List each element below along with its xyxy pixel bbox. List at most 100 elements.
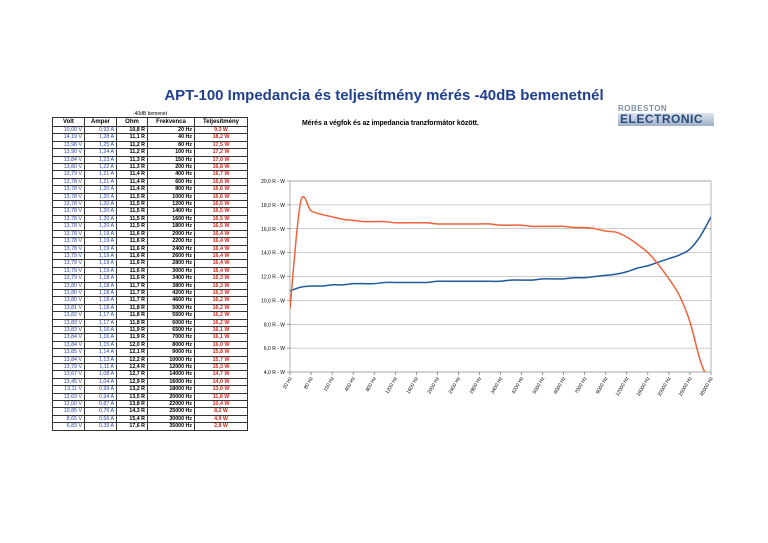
y-tick-label: 4,0 R - W xyxy=(264,370,285,376)
cell-power: 17,2 W xyxy=(194,148,248,157)
table-row: 13,80 V 1,18 A 11,7 R 4600 Hz 16,2 W xyxy=(52,296,248,305)
chart-title: Mérés a végfok és az impedancia tranzfor… xyxy=(302,120,479,127)
cell-power: 16,7 W xyxy=(194,170,248,179)
x-tick-label: 3400 Hz xyxy=(490,376,505,396)
cell-power: 16,5 W xyxy=(194,207,248,216)
table-row: 13,83 V 1,16 A 11,9 R 6500 Hz 16,1 W xyxy=(52,325,248,335)
measurement-table: Volt Amper Ohm Frekvenca Teljesítmény 10,00 … xyxy=(52,117,248,431)
cell-power: 11,8 W xyxy=(194,392,248,402)
cell-power: 15,3 W xyxy=(194,362,248,372)
cell-power: 15,7 W xyxy=(194,355,248,365)
table-row: 13,81 V 1,18 A 11,8 R 5000 Hz 16,2 W xyxy=(52,303,248,313)
x-tick-label: 150 Hz xyxy=(323,376,336,393)
table-row: 13,45 V 1,04 A 12,9 R 16000 Hz 14,0 W xyxy=(52,377,248,387)
table-row: 13,78 V 1,19 A 11,6 R 2400 Hz 16,4 W xyxy=(52,244,248,253)
x-tick-label: 35000 Hz xyxy=(699,376,715,398)
cell-power: 18,2 W xyxy=(194,133,248,142)
table-row: 13,79 V 1,21 A 11,4 R 400 Hz 16,7 W xyxy=(52,170,248,179)
cell-power: 16,1 W xyxy=(194,333,248,342)
x-tick-label: 2800 Hz xyxy=(469,376,484,396)
y-tick-label: 10,0 R - W xyxy=(261,298,285,304)
table-caption: -40dB bemenet xyxy=(132,111,168,117)
cell-power: 16,4 W xyxy=(194,237,248,246)
table-row: 13,84 V 1,15 A 12,0 R 8000 Hz 16,0 W xyxy=(52,340,248,350)
table-row: 13,78 V 1,20 A 11,4 R 800 Hz 16,6 W xyxy=(52,185,248,194)
cell-power: 16,6 W xyxy=(194,177,248,187)
cell-power: 16,3 W xyxy=(194,288,248,298)
y-tick-label: 6,0 R - W xyxy=(264,346,285,352)
cell-power: 16,2 W xyxy=(194,311,248,320)
cell-power: 16,4 W xyxy=(194,259,248,268)
cell-power: 16,5 W xyxy=(194,214,248,224)
table-row: 13,80 V 1,18 A 11,7 R 4200 Hz 16,3 W xyxy=(52,288,248,298)
table-row: 13,79 V 1,18 A 11,6 R 3400 Hz 16,3 W xyxy=(52,274,248,283)
table-row: 13,79 V 1,19 A 11,6 R 2800 Hz 16,4 W xyxy=(52,259,248,268)
table-row: 13,67 V 1,08 A 12,7 R 14000 Hz 14,7 W xyxy=(52,370,248,379)
table-row: 13,82 V 1,17 A 11,8 R 5500 Hz 16,2 W xyxy=(52,311,248,320)
cell-power: 13,0 W xyxy=(194,385,248,394)
table-body: 10,00 V 0,93 A 10,8 R 20 Hz 9,3 W 14,19 V 1,28… xyxy=(52,125,248,431)
x-tick-label: 20 Hz xyxy=(282,376,294,391)
table-row: 13,79 V 1,11 A 12,4 R 12000 Hz 15,3 W xyxy=(52,362,248,372)
table-row: 13,90 V 1,24 A 11,2 R 100 Hz 17,2 W xyxy=(52,148,248,157)
table-row: 13,78 V 1,19 A 11,6 R 2000 Hz 16,4 W xyxy=(52,229,248,239)
cell-power: 16,3 W xyxy=(194,274,248,283)
brand-logo: ROBESTON ELECTRONIC xyxy=(618,104,714,128)
cell-power: 16,4 W xyxy=(194,244,248,253)
series-line-1 xyxy=(290,216,711,292)
table-row: 13,84 V 1,13 A 12,2 R 10000 Hz 15,7 W xyxy=(52,355,248,365)
y-tick-label: 20,0 R - W xyxy=(261,179,285,185)
cell-power: 17,5 W xyxy=(194,140,248,150)
table-row: 10,85 V 0,76 A 14,3 R 25000 Hz 8,2 W xyxy=(52,407,248,416)
x-tick-label: 20000 Hz xyxy=(657,376,673,398)
x-tick-label: 4200 Hz xyxy=(511,376,526,396)
x-tick-label: 9000 Hz xyxy=(595,376,610,396)
y-tick-label: 14,0 R - W xyxy=(261,251,285,257)
x-tick-label: 2000 Hz xyxy=(427,376,442,396)
table-row: 8,65 V 0,56 A 15,4 R 30000 Hz 4,9 W xyxy=(52,414,248,424)
cell-power: 16,6 W xyxy=(194,185,248,194)
table-row: 6,83 V 0,39 A 17,6 R 35000 Hz 2,8 W xyxy=(52,422,248,431)
cell-power: 10,4 W xyxy=(194,400,248,409)
cell-power: 16,0 W xyxy=(194,340,248,350)
cell-power: 16,2 W xyxy=(194,296,248,305)
table-row: 13,84 V 1,16 A 11,9 R 7000 Hz 16,1 W xyxy=(52,333,248,342)
table-row: 13,79 V 1,19 A 11,6 R 3000 Hz 16,4 W xyxy=(52,266,248,276)
x-tick-label: 7000 Hz xyxy=(574,376,589,396)
x-tick-label: 1200 Hz xyxy=(384,376,399,396)
cell-power: 16,3 W xyxy=(194,281,248,290)
cell-power: 16,4 W xyxy=(194,229,248,239)
table-row: 13,80 V 1,18 A 11,7 R 3800 Hz 16,3 W xyxy=(52,281,248,290)
table-row: 13,84 V 1,23 A 11,3 R 150 Hz 17,0 W xyxy=(52,155,248,165)
page-title: APT-100 Impedancia és teljesítmény mérés… xyxy=(164,87,604,104)
cell-power: 16,8 W xyxy=(194,163,248,172)
table-row: 12,63 V 0,94 A 13,5 R 20000 Hz 11,8 W xyxy=(52,392,248,402)
cell-power: 8,2 W xyxy=(194,407,248,416)
y-tick-label: 12,0 R - W xyxy=(261,275,285,281)
table-row: 13,78 V 1,19 A 11,6 R 2200 Hz 16,4 W xyxy=(52,237,248,246)
table-row: 13,98 V 1,25 A 11,2 R 80 Hz 17,5 W xyxy=(52,140,248,150)
y-tick-label: 18,0 R - W xyxy=(261,203,285,209)
cell-power: 2,8 W xyxy=(194,422,248,431)
table-row: 13,78 V 1,21 A 11,4 R 600 Hz 16,6 W xyxy=(52,177,248,187)
cell-power: 14,0 W xyxy=(194,377,248,387)
series-line-2 xyxy=(290,195,706,372)
x-tick-label: 5000 Hz xyxy=(532,376,547,396)
table-row: 10,00 V 0,93 A 10,8 R 20 Hz 9,3 W xyxy=(52,125,248,135)
cell-power: 16,5 W xyxy=(194,222,248,231)
table-row: 13,83 V 1,17 A 11,8 R 6000 Hz 16,2 W xyxy=(52,318,248,327)
x-tick-label: 80 Hz xyxy=(303,376,315,391)
cell-power: 16,6 W xyxy=(194,192,248,202)
y-tick-label: 16,0 R - W xyxy=(261,227,285,233)
x-tick-label: 2400 Hz xyxy=(448,376,463,396)
cell-power: 15,8 W xyxy=(194,348,248,357)
table-row: 13,11 V 0,99 A 13,2 R 18000 Hz 13,0 W xyxy=(52,385,248,394)
table-row: 12,00 V 0,87 A 13,8 R 22000 Hz 10,4 W xyxy=(52,400,248,409)
cell-power: 17,0 W xyxy=(194,155,248,165)
x-tick-label: 16000 Hz xyxy=(636,376,652,398)
cell-power: 16,2 W xyxy=(194,303,248,313)
x-tick-label: 25000 Hz xyxy=(678,376,694,398)
cell-power: 16,4 W xyxy=(194,266,248,276)
cell-power: 16,5 W xyxy=(194,200,248,209)
